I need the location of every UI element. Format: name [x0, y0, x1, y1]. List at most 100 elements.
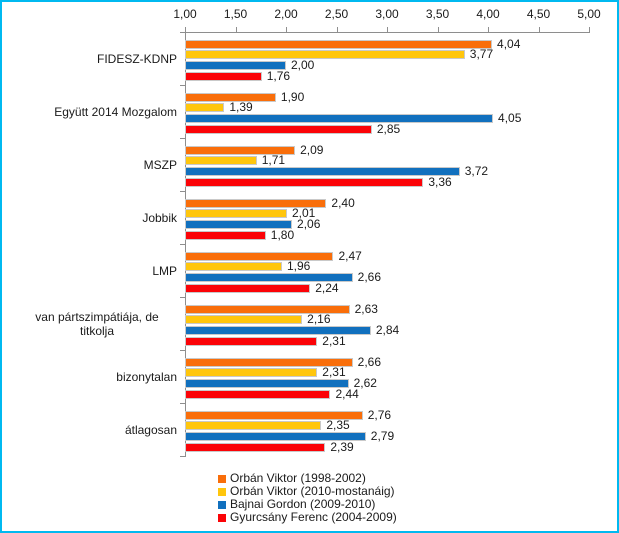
bar-value-label: 2,76: [367, 407, 392, 422]
bar-orb-n-viktor-2010-mostan-ig-: [185, 315, 303, 325]
bar-value-label: 2,47: [338, 248, 362, 263]
category-label-text: Együtt 2014 Mozgalom: [54, 104, 177, 119]
x-axis-tick-label: 4,50: [526, 7, 551, 21]
bar-bajnai-gordon-2009-2010-: [185, 220, 293, 229]
bar-value-label: 2,35: [326, 418, 350, 433]
x-axis-tick-label: 2,00: [274, 7, 298, 21]
bar-value-label: 2,62: [353, 376, 377, 390]
bar-value-label: 1,96: [286, 259, 311, 274]
legend-label: Gyurcsány Ferenc (2004-2009): [230, 510, 397, 524]
category-label-text: FIDESZ-KDNP: [96, 51, 177, 66]
y-axis-tick: [180, 32, 186, 33]
bar-orb-n-viktor-1998-2002-: [185, 198, 327, 208]
bar-value-label: 2,84: [375, 323, 400, 337]
bar-orb-n-viktor-1998-2002-: [185, 410, 363, 420]
category-label-text: MSZP: [143, 157, 177, 172]
bar-value-label: 2,00: [291, 58, 315, 72]
bar-bajnai-gordon-2009-2010-: [185, 167, 460, 176]
bar-value-label: 3,36: [428, 174, 452, 189]
bar-value-label: 2,66: [357, 354, 382, 369]
legend-item: Orbán Viktor (1998-2002): [218, 472, 397, 485]
bar-orb-n-viktor-2010-mostan-ig-: [185, 368, 318, 378]
legend-label: Bajnai Gordon (2009-2010): [230, 497, 376, 511]
category-label-text: bizonytalan: [116, 369, 177, 384]
y-axis-tick: [180, 138, 186, 139]
y-axis-tick: [180, 350, 186, 351]
bar-orb-n-viktor-1998-2002-: [185, 357, 353, 367]
y-axis-tick: [180, 403, 186, 404]
bar-value-label: 2,24: [315, 280, 339, 295]
legend-item: Gyurcsány Ferenc (2004-2009): [218, 511, 397, 524]
legend-marker-icon: [218, 487, 226, 496]
category-label-text: átlagosan: [124, 422, 177, 437]
bar-value-label: 1,90: [280, 89, 305, 104]
bar-value-label: 2,63: [354, 301, 378, 316]
bar-value-label: 2,39: [330, 439, 354, 454]
bar-orb-n-viktor-2010-mostan-ig-: [185, 262, 282, 272]
bar-value-label: 1,76: [266, 68, 291, 83]
bar-bajnai-gordon-2009-2010-: [185, 379, 349, 388]
category-label: Jobbik: [8, 191, 177, 244]
category-label-text: van pártszimpátiája, de titkolja: [35, 309, 159, 338]
y-axis-tick: [180, 297, 186, 298]
bar-value-label: 1,39: [229, 100, 253, 115]
category-label: FIDESZ-KDNP: [8, 32, 177, 85]
x-axis-tick: [235, 27, 237, 33]
x-axis-tick-label: 2,50: [324, 7, 349, 21]
bar-value-label: 4,04: [497, 36, 521, 51]
x-axis-tick-label: 1,50: [223, 7, 248, 21]
bar-value-label: 2,31: [322, 333, 346, 348]
bar-bajnai-gordon-2009-2010-: [185, 61, 286, 70]
category-label: LMP: [8, 244, 177, 297]
category-label: átlagosan: [8, 403, 177, 456]
legend-label: Orbán Viktor (2010-mostanáig): [230, 484, 395, 498]
x-axis-tick-label: 3,50: [425, 7, 450, 21]
bar-gyurcs-ny-ferenc-2004-2009-: [185, 124, 372, 134]
bar-orb-n-viktor-1998-2002-: [185, 304, 350, 314]
bar-orb-n-viktor-2010-mostan-ig-: [185, 156, 257, 166]
category-label: bizonytalan: [8, 350, 177, 403]
bar-value-label: 2,16: [307, 312, 331, 327]
bar-value-label: 3,77: [469, 47, 494, 62]
bar-orb-n-viktor-2010-mostan-ig-: [185, 209, 287, 219]
category-label: van pártszimpátiája, de titkolja: [8, 297, 177, 350]
bar-value-label: 4,05: [498, 111, 522, 125]
y-axis-tick: [180, 85, 186, 86]
legend-item: Bajnai Gordon (2009-2010): [218, 498, 397, 511]
bar-orb-n-viktor-2010-mostan-ig-: [185, 421, 322, 431]
x-axis-tick: [336, 27, 338, 33]
bar-value-label: 2,31: [322, 365, 346, 380]
bar-gyurcs-ny-ferenc-2004-2009-: [185, 177, 424, 187]
x-axis-tick-label: 5,00: [577, 7, 601, 21]
x-axis-tick-label: 1,00: [173, 7, 197, 21]
x-axis-tick-label: 4,00: [476, 7, 500, 21]
bar-value-label: 2,66: [357, 270, 382, 284]
bar-orb-n-viktor-2010-mostan-ig-: [185, 103, 225, 113]
bar-gyurcs-ny-ferenc-2004-2009-: [185, 389, 331, 399]
bar-orb-n-viktor-1998-2002-: [185, 145, 296, 155]
x-axis-tick: [387, 27, 388, 33]
legend-item: Orbán Viktor (2010-mostanáig): [218, 485, 397, 498]
bar-gyurcs-ny-ferenc-2004-2009-: [185, 71, 262, 81]
bar-bajnai-gordon-2009-2010-: [185, 326, 371, 335]
bar-gyurcs-ny-ferenc-2004-2009-: [185, 336, 318, 346]
category-label: Együtt 2014 Mozgalom: [8, 85, 177, 138]
x-axis-tick: [437, 27, 439, 33]
legend-label: Orbán Viktor (1998-2002): [230, 471, 366, 485]
bar-value-label: 1,80: [270, 227, 295, 242]
x-axis-tick: [538, 27, 540, 33]
bar-value-label: 3,72: [464, 164, 489, 178]
legend-marker-icon: [218, 474, 226, 483]
y-axis-tick: [180, 456, 186, 457]
bar-value-label: 2,85: [376, 121, 401, 136]
x-axis-tick: [488, 27, 489, 33]
bar-value-label: 2,09: [300, 142, 324, 157]
bar-value-label: 2,01: [292, 206, 316, 221]
category-label-text: LMP: [152, 263, 177, 278]
bar-bajnai-gordon-2009-2010-: [185, 114, 494, 123]
x-axis-tick-label: 3,00: [375, 7, 399, 21]
legend-marker-icon: [218, 500, 226, 509]
bar-orb-n-viktor-2010-mostan-ig-: [185, 50, 465, 60]
x-axis-tick: [589, 27, 590, 33]
